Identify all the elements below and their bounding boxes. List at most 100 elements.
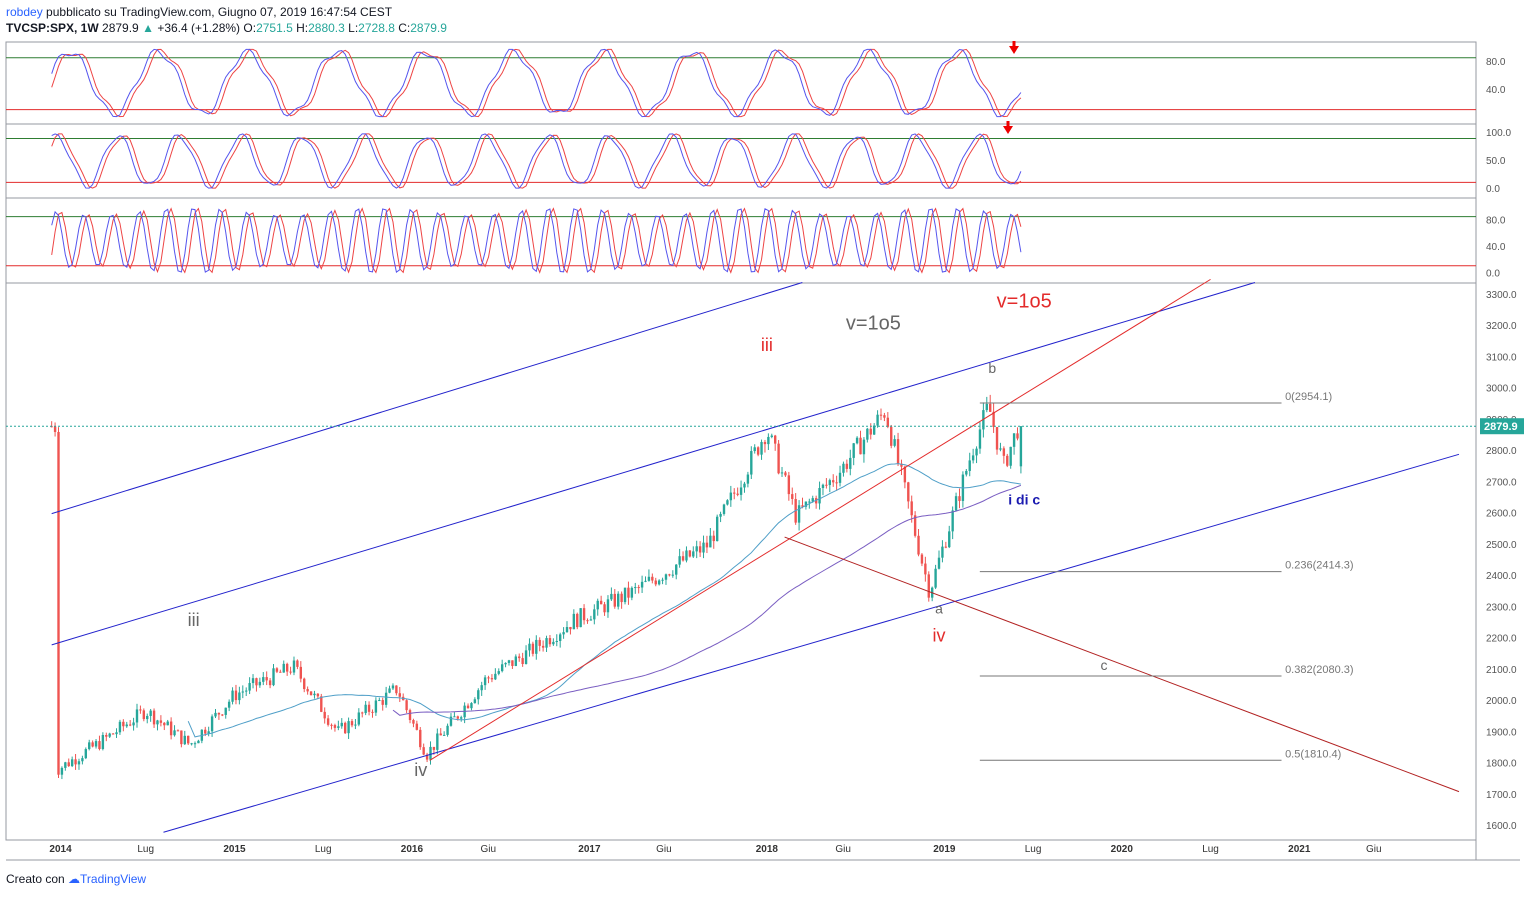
candle-body xyxy=(685,550,688,561)
candle-body xyxy=(582,608,586,621)
candle-body xyxy=(992,411,995,428)
candle-body xyxy=(801,505,804,507)
candle-body xyxy=(111,733,115,735)
candle-body xyxy=(722,504,726,514)
candle-body xyxy=(395,685,398,694)
candle-body xyxy=(593,609,596,620)
candle-body xyxy=(1002,448,1006,456)
candle-body xyxy=(767,436,770,445)
candle-body xyxy=(67,762,70,767)
candle-body xyxy=(934,568,937,588)
wave-label: a xyxy=(935,601,943,617)
price-tick-label: 1700.0 xyxy=(1486,790,1517,801)
candle-body xyxy=(272,668,275,686)
candle-body xyxy=(726,500,729,505)
candle-body xyxy=(644,580,647,582)
candle-body xyxy=(637,587,640,589)
candle-body xyxy=(886,417,890,427)
candle-body xyxy=(439,733,442,736)
osc-main-line-0 xyxy=(51,48,1022,118)
symbol-label[interactable]: TVCSP:SPX, 1W xyxy=(6,21,99,35)
candle-body xyxy=(603,604,606,613)
candle-body xyxy=(818,488,821,504)
candle-body xyxy=(541,645,545,648)
candle-body xyxy=(715,516,719,542)
candle-body xyxy=(183,735,186,745)
author-link[interactable]: robdey xyxy=(6,5,43,19)
candle-body xyxy=(528,643,531,651)
osc-signal-line-0 xyxy=(51,48,1022,118)
osc-tick-label: 50.0 xyxy=(1486,156,1506,167)
candle-body xyxy=(965,470,968,475)
candle-body xyxy=(412,720,415,724)
candle-body xyxy=(497,671,500,674)
candle-body xyxy=(139,709,142,711)
candle-body xyxy=(1012,433,1016,447)
candle-body xyxy=(466,705,470,709)
sell-arrow-icon xyxy=(1009,41,1019,54)
date-tick-label: 2021 xyxy=(1288,844,1311,855)
candle-body xyxy=(736,493,739,495)
candle-body xyxy=(408,710,412,721)
candle-body xyxy=(862,439,866,455)
candle-body xyxy=(152,710,156,725)
last-price-tag-label: 2879.9 xyxy=(1484,421,1518,433)
candle-body xyxy=(473,699,477,704)
candle-body xyxy=(477,690,480,700)
price-tick-label: 2700.0 xyxy=(1486,477,1517,488)
candle-body xyxy=(951,510,954,532)
candle-body xyxy=(415,723,419,730)
candle-body xyxy=(787,475,791,495)
candle-body xyxy=(753,447,756,452)
price-tick-label: 2000.0 xyxy=(1486,696,1517,707)
high-label: H: xyxy=(296,21,309,35)
candle-body xyxy=(811,498,814,502)
red-trend-line xyxy=(429,278,1211,761)
candle-body xyxy=(531,643,535,654)
wave-label: c xyxy=(1101,657,1108,673)
low-value: 2728.8 xyxy=(358,21,395,35)
footer: Creato con ☁TradingView xyxy=(6,872,146,886)
candle-body xyxy=(146,715,149,720)
candle-body xyxy=(572,613,576,630)
candle-body xyxy=(487,677,490,679)
price-tick-label: 1900.0 xyxy=(1486,727,1517,738)
date-tick-label: Lug xyxy=(1202,844,1219,855)
candle-body xyxy=(60,767,64,775)
candle-body xyxy=(320,696,323,712)
tradingview-brand-link[interactable]: TradingView xyxy=(80,872,147,886)
candle-body xyxy=(70,759,74,767)
candle-body xyxy=(391,685,395,689)
candle-body xyxy=(231,690,234,702)
date-tick-label: 2016 xyxy=(401,844,424,855)
date-tick-label: 2017 xyxy=(578,844,601,855)
wave-label: v=1o5 xyxy=(997,290,1052,312)
candle-body xyxy=(903,466,907,483)
candle-body xyxy=(275,668,279,672)
date-tick-label: Giu xyxy=(835,844,851,855)
fib-level-label: 0.236(2414.3) xyxy=(1285,560,1354,572)
candle-body xyxy=(180,730,183,745)
candle-body xyxy=(872,425,876,435)
candle-body xyxy=(975,448,978,456)
fib-level-label: 0(2954.1) xyxy=(1285,391,1332,403)
tradingview-logo-icon[interactable]: ☁ xyxy=(68,872,81,886)
candle-body xyxy=(893,439,896,446)
candle-body xyxy=(292,660,296,673)
candle-body xyxy=(166,721,169,726)
candle-body xyxy=(53,426,57,432)
candle-body xyxy=(453,716,456,718)
candle-body xyxy=(613,593,616,607)
candle-body xyxy=(675,564,678,575)
candle-body xyxy=(64,762,67,768)
candle-body xyxy=(780,472,784,474)
candle-body xyxy=(671,574,675,576)
candle-body xyxy=(617,593,620,607)
candle-body xyxy=(268,680,272,686)
osc-signal-line-1 xyxy=(51,133,1022,189)
candle-body xyxy=(825,484,828,486)
open-label: O: xyxy=(243,21,257,35)
candle-body xyxy=(214,712,217,717)
candle-body xyxy=(422,747,425,755)
